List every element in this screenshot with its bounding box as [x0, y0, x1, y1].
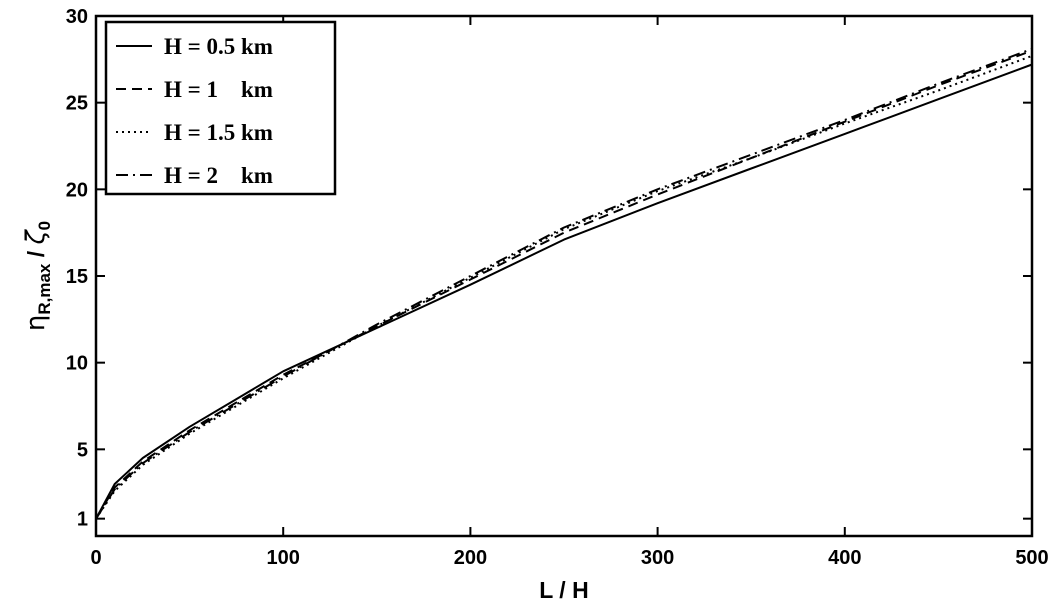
- y-tick-label: 25: [66, 93, 88, 115]
- legend-box: [104, 20, 337, 196]
- series-line-dashed: [95, 49, 1033, 520]
- legend: H = 0.5 km H = 1 km H = 1.5 km H = 2 km: [104, 20, 337, 196]
- y-axis-label-slash: /: [23, 244, 49, 263]
- x-axis-label: L / H: [539, 577, 588, 603]
- series-line-dotted: [95, 54, 1033, 520]
- legend-label: H = 1 km: [164, 77, 273, 102]
- legend-label: H = 2 km: [164, 163, 273, 188]
- y-tick-label: 10: [66, 353, 88, 375]
- y-tick-label: 30: [66, 6, 88, 28]
- y-axis-label-subscript: R,max: [35, 263, 54, 315]
- x-tick-label: 400: [828, 547, 861, 569]
- y-axis-label-subscript-2: 0: [35, 221, 54, 230]
- legend-label: H = 1.5 km: [164, 120, 273, 145]
- y-tick-label: 15: [66, 266, 88, 288]
- plot-frame: [94, 14, 1034, 538]
- y-tick-label: 1: [77, 509, 88, 531]
- series-layer: [95, 47, 1033, 520]
- y-axis-label: ηR,max / ζ0: [21, 221, 54, 331]
- y-tick-label: 5: [77, 439, 88, 461]
- x-tick-label: 100: [267, 547, 300, 569]
- y-axis-label-symbol-2: ζ: [21, 228, 51, 245]
- x-tick-label: 0: [90, 547, 101, 569]
- series-line-dashdot: [95, 47, 1033, 520]
- x-tick-label: 500: [1015, 547, 1048, 569]
- y-tick-label: 20: [66, 179, 88, 201]
- x-tick-label: 200: [454, 547, 487, 569]
- x-tick-label: 300: [641, 547, 674, 569]
- series-line-solid: [95, 63, 1033, 520]
- y-axis-label-symbol: η: [21, 315, 51, 331]
- legend-label: H = 0.5 km: [164, 34, 273, 59]
